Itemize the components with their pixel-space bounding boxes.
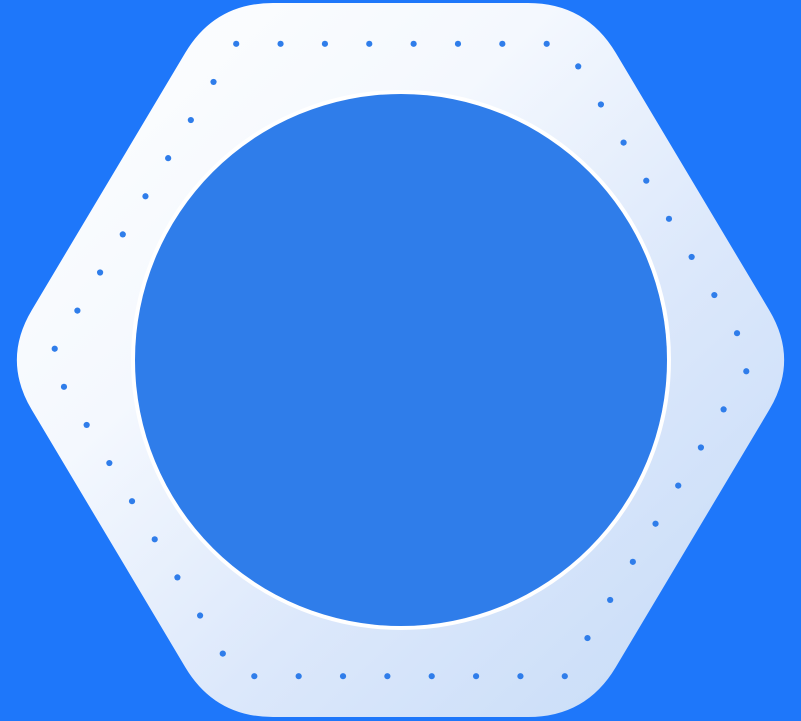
perimeter-dot xyxy=(384,673,391,680)
perimeter-dot xyxy=(543,40,550,47)
center-circle-fill xyxy=(135,94,667,626)
perimeter-dot xyxy=(410,40,417,47)
perimeter-dot xyxy=(219,650,226,657)
perimeter-dot xyxy=(277,40,284,47)
perimeter-dot xyxy=(428,673,435,680)
perimeter-dot xyxy=(665,215,673,222)
perimeter-dot xyxy=(620,139,627,146)
perimeter-dot xyxy=(74,307,81,314)
perimeter-dot xyxy=(652,520,659,527)
perimeter-dot xyxy=(733,330,741,337)
perimeter-dot xyxy=(96,269,104,276)
perimeter-dot xyxy=(575,63,582,70)
perimeter-dot xyxy=(83,421,90,429)
perimeter-dot xyxy=(60,383,68,390)
perimeter-dot xyxy=(128,498,136,505)
perimeter-dot xyxy=(151,536,158,543)
perimeter-dot xyxy=(165,155,172,162)
perimeter-dot xyxy=(119,231,126,238)
perimeter-dot xyxy=(597,101,605,108)
perimeter-dot xyxy=(210,78,217,86)
perimeter-dot xyxy=(607,596,614,604)
perimeter-dot xyxy=(697,444,705,451)
perimeter-dot xyxy=(643,177,650,184)
perimeter-dot xyxy=(472,673,480,680)
perimeter-dot xyxy=(233,40,240,47)
perimeter-dot xyxy=(142,193,149,200)
perimeter-dot xyxy=(743,368,750,375)
perimeter-dot xyxy=(366,40,373,47)
perimeter-dot xyxy=(675,482,682,489)
perimeter-dot xyxy=(517,673,524,680)
perimeter-dot xyxy=(499,40,506,47)
perimeter-dot xyxy=(720,406,727,413)
perimeter-dot xyxy=(321,40,329,47)
dot-ring-group xyxy=(51,40,750,680)
center-circle-ring xyxy=(131,90,671,630)
perimeter-dot xyxy=(187,116,194,124)
perimeter-dot xyxy=(561,673,568,680)
perimeter-dot xyxy=(584,634,591,642)
perimeter-dot xyxy=(196,612,204,619)
perimeter-dot xyxy=(711,291,718,299)
perimeter-dot xyxy=(454,40,462,47)
perimeter-dot xyxy=(251,673,258,680)
perimeter-dot xyxy=(174,574,181,581)
perimeter-dot xyxy=(339,673,347,680)
perimeter-dot xyxy=(295,673,302,680)
perimeter-dot xyxy=(51,345,58,352)
perimeter-dot xyxy=(106,459,113,467)
perimeter-dot xyxy=(629,558,636,565)
perimeter-dot xyxy=(688,253,695,261)
